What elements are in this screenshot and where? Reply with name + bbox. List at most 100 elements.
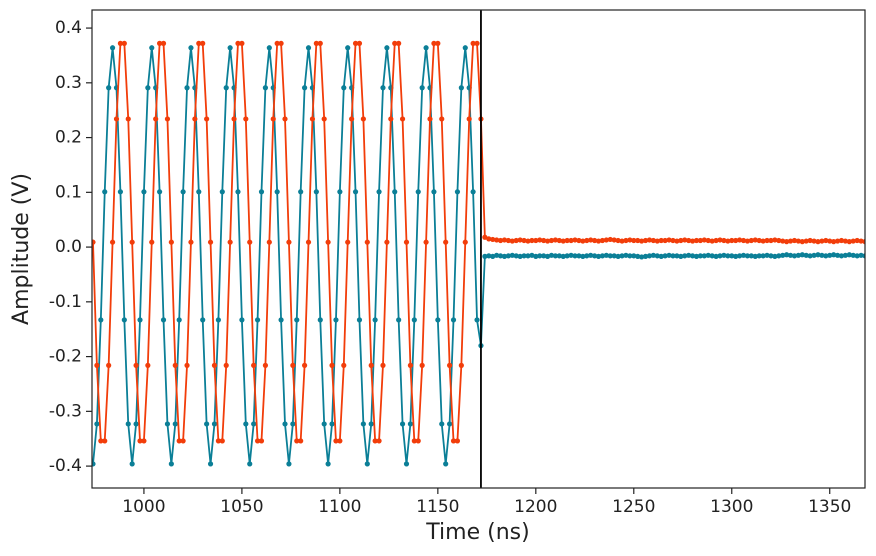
- data-point: [188, 45, 194, 51]
- data-point: [517, 253, 523, 259]
- data-point: [211, 362, 218, 368]
- data-point: [799, 239, 805, 245]
- data-point: [854, 237, 860, 244]
- data-point: [443, 461, 449, 467]
- data-point: [666, 252, 672, 258]
- data-point: [713, 253, 719, 259]
- data-point: [858, 252, 864, 258]
- data-point: [227, 239, 233, 245]
- data-point: [627, 253, 633, 259]
- data-point: [556, 237, 562, 244]
- data-point: [572, 253, 578, 259]
- data-point: [251, 421, 257, 427]
- data-point: [595, 253, 602, 259]
- data-point: [862, 239, 865, 245]
- data-point: [462, 239, 468, 245]
- data-point: [627, 237, 633, 243]
- data-point: [666, 237, 672, 243]
- x-tick-label: 1150: [416, 497, 459, 517]
- data-point: [254, 317, 261, 323]
- data-point: [646, 253, 653, 259]
- data-point: [392, 189, 398, 195]
- data-point: [615, 253, 621, 259]
- data-point: [290, 421, 296, 427]
- data-point: [380, 85, 386, 91]
- data-point: [823, 237, 829, 244]
- data-point: [92, 461, 96, 467]
- y-tick-label: 0.0: [55, 237, 82, 257]
- data-point: [486, 253, 492, 259]
- data-point: [756, 237, 762, 244]
- data-point: [729, 253, 735, 259]
- data-point: [733, 253, 739, 259]
- data-point: [819, 252, 825, 258]
- data-point: [360, 116, 366, 122]
- data-point: [149, 239, 155, 245]
- data-point: [599, 253, 606, 259]
- data-point: [784, 239, 790, 245]
- data-point: [270, 116, 276, 122]
- data-point: [372, 438, 378, 444]
- data-point: [772, 253, 778, 259]
- data-point: [125, 116, 131, 122]
- data-point: [842, 252, 849, 258]
- y-axis-title: Amplitude (V): [9, 173, 34, 325]
- data-point: [568, 237, 574, 244]
- data-point: [137, 317, 143, 323]
- plot-frame: [91, 9, 866, 489]
- data-point: [454, 189, 461, 195]
- data-point: [235, 40, 241, 46]
- data-point: [642, 237, 649, 244]
- data-point: [403, 461, 410, 467]
- data-point: [776, 253, 782, 259]
- data-point: [286, 461, 292, 467]
- data-point: [262, 85, 269, 91]
- data-point: [266, 239, 272, 245]
- data-point: [396, 317, 402, 323]
- data-point: [658, 237, 664, 244]
- data-point: [474, 317, 480, 323]
- data-point: [693, 253, 700, 259]
- data-point: [392, 40, 398, 46]
- data-point: [345, 45, 351, 51]
- data-point: [642, 253, 649, 259]
- data-point: [356, 40, 363, 46]
- data-point: [764, 252, 770, 258]
- data-point: [580, 238, 586, 244]
- data-point: [341, 85, 347, 91]
- data-point: [317, 317, 323, 323]
- data-point: [396, 40, 402, 46]
- data-point: [376, 438, 382, 444]
- data-point: [121, 40, 127, 46]
- y-tick-label: 0.2: [55, 128, 82, 148]
- data-point: [313, 189, 319, 195]
- data-point: [709, 238, 715, 244]
- data-point: [744, 253, 751, 259]
- data-point: [470, 189, 476, 195]
- data-point: [544, 238, 551, 244]
- data-point: [834, 252, 841, 258]
- data-point: [251, 362, 257, 368]
- data-point: [560, 253, 566, 259]
- data-point: [92, 239, 96, 245]
- data-point: [427, 116, 433, 122]
- data-point: [725, 253, 731, 259]
- data-point: [674, 253, 680, 259]
- y-tick-label: 0.1: [55, 182, 82, 202]
- data-point: [98, 317, 104, 323]
- data-point: [584, 253, 590, 259]
- data-point: [403, 239, 410, 245]
- data-point: [109, 45, 116, 51]
- data-point: [188, 239, 194, 245]
- data-point: [842, 238, 849, 244]
- data-point: [670, 237, 676, 244]
- data-point: [846, 252, 852, 258]
- data-point: [780, 252, 786, 258]
- data-point: [631, 253, 637, 259]
- data-point: [309, 116, 316, 122]
- x-tick-label: 1100: [318, 497, 361, 517]
- data-point: [200, 40, 206, 46]
- data-point: [384, 45, 390, 51]
- data-point: [529, 237, 535, 244]
- data-point: [349, 116, 355, 122]
